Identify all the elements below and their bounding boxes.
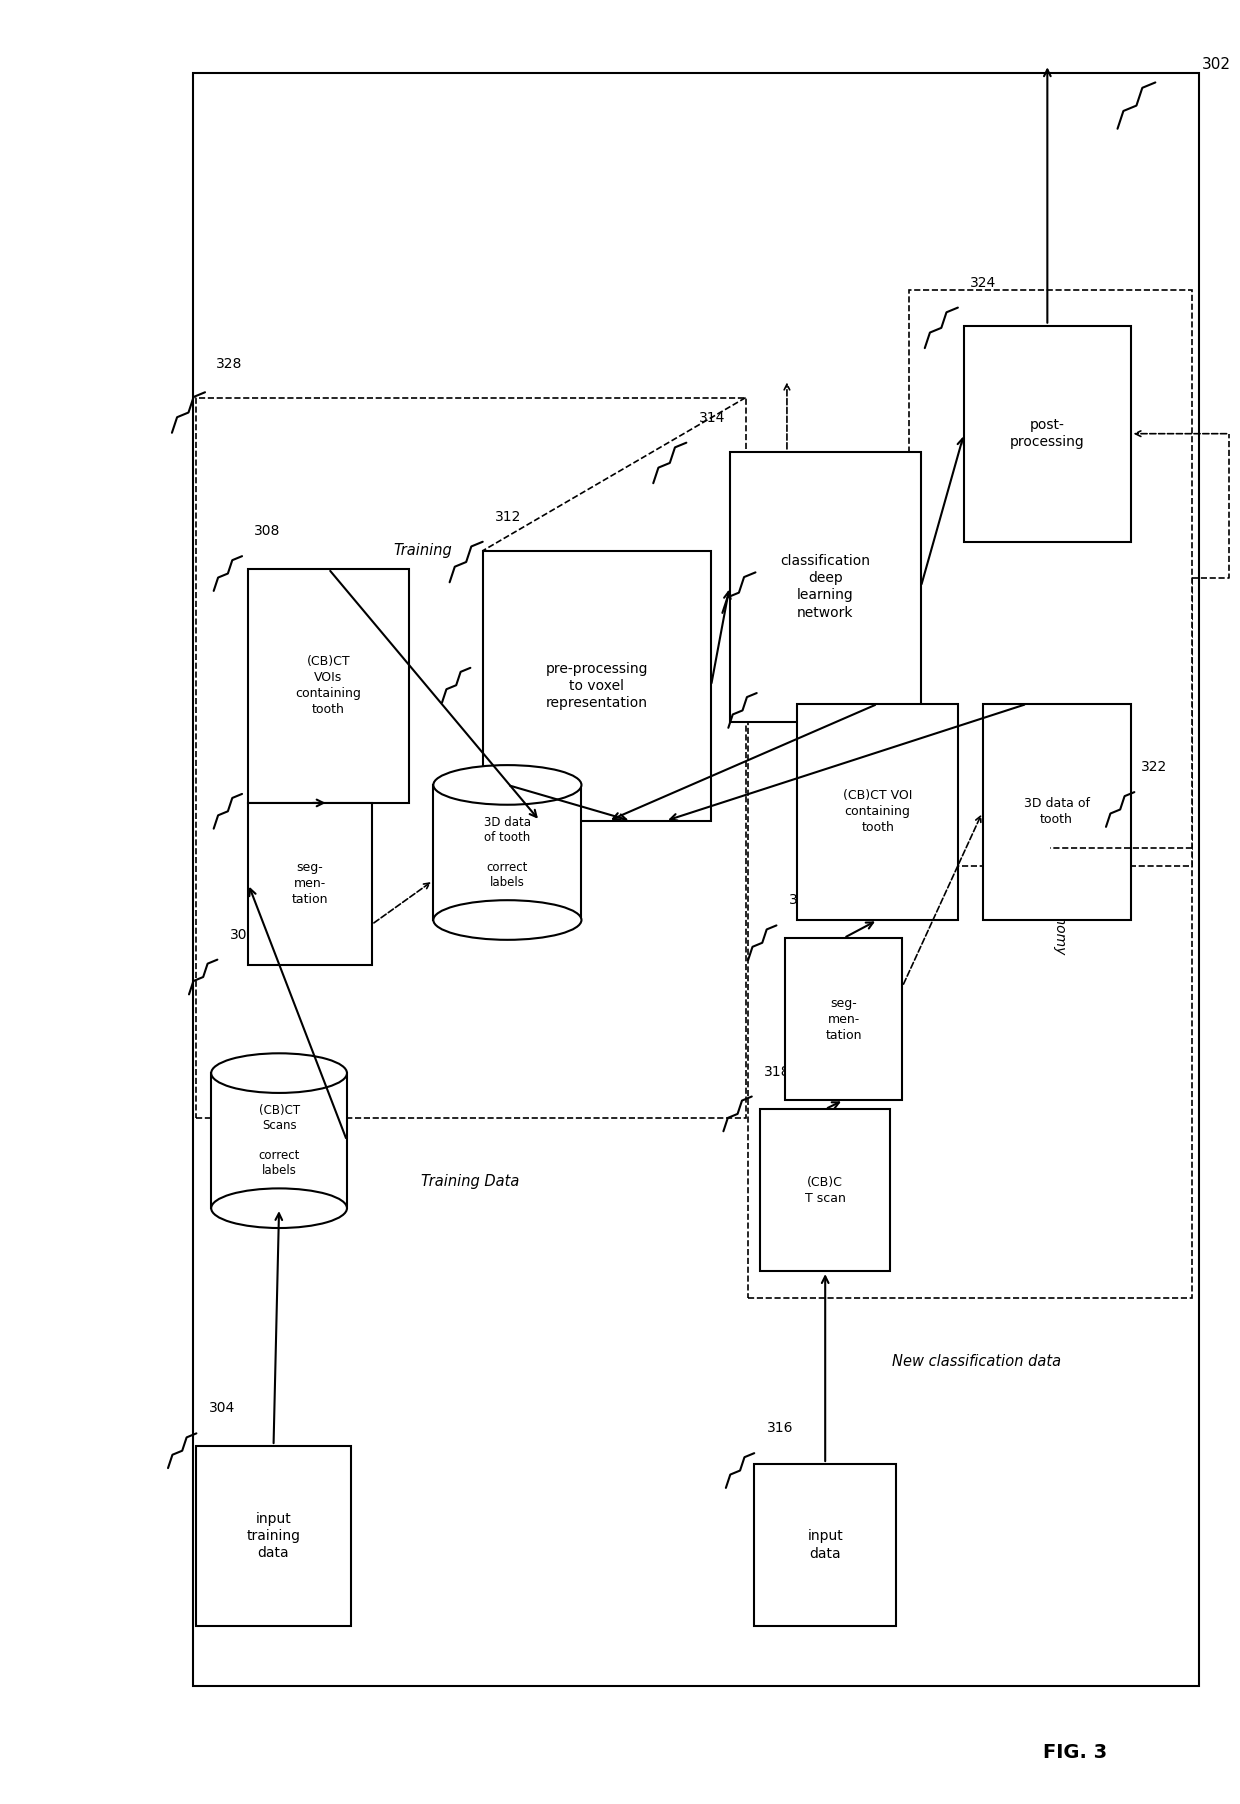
- Bar: [748, 577, 1193, 1299]
- Text: 306: 306: [229, 927, 257, 942]
- Text: 320: 320: [769, 660, 795, 675]
- Bar: [760, 1109, 890, 1272]
- Text: pre-processing
to voxel
representation: pre-processing to voxel representation: [546, 662, 649, 711]
- Text: FIG. 3: FIG. 3: [1043, 1743, 1107, 1763]
- Text: 3D data of
tooth: 3D data of tooth: [1023, 797, 1090, 826]
- Text: (CB)CT
Scans

correct
labels: (CB)CT Scans correct labels: [258, 1104, 300, 1178]
- Bar: [196, 397, 745, 1118]
- Text: 302: 302: [1203, 58, 1231, 72]
- Text: 318: 318: [764, 1064, 791, 1079]
- Bar: [248, 803, 372, 965]
- Text: 319: 319: [789, 893, 815, 907]
- Ellipse shape: [433, 900, 582, 940]
- Text: 312: 312: [495, 511, 522, 523]
- Bar: [211, 1073, 347, 1209]
- Text: 314: 314: [698, 411, 725, 424]
- Text: seg-
men-
tation: seg- men- tation: [291, 862, 329, 906]
- Text: 3D data
of tooth

correct
labels: 3D data of tooth correct labels: [484, 815, 531, 889]
- Text: input
training
data: input training data: [247, 1512, 300, 1560]
- Text: 330: 330: [766, 538, 792, 550]
- Bar: [196, 1447, 351, 1625]
- Text: (CB)CT VOI
containing
tooth: (CB)CT VOI containing tooth: [843, 790, 913, 835]
- Text: 328: 328: [216, 357, 243, 370]
- Text: Training Data: Training Data: [422, 1174, 520, 1189]
- Text: 324: 324: [970, 276, 997, 290]
- Text: 307: 307: [254, 761, 280, 776]
- Text: 316: 316: [766, 1422, 794, 1436]
- Bar: [982, 704, 1131, 920]
- Text: Training: Training: [393, 543, 451, 557]
- Text: post-
processing: post- processing: [1009, 419, 1085, 449]
- Bar: [729, 451, 921, 722]
- Ellipse shape: [433, 765, 582, 805]
- Bar: [963, 325, 1131, 541]
- Bar: [754, 1465, 897, 1625]
- Text: 308: 308: [254, 525, 280, 538]
- Ellipse shape: [211, 1189, 347, 1229]
- Text: 310: 310: [482, 635, 510, 649]
- Text: input
data: input data: [807, 1530, 843, 1560]
- Text: (CB)C
T scan: (CB)C T scan: [805, 1176, 846, 1205]
- Text: New taxonomy: New taxonomy: [1053, 850, 1068, 954]
- Text: classification
deep
learning
network: classification deep learning network: [780, 554, 870, 621]
- Bar: [248, 568, 409, 803]
- Text: 304: 304: [208, 1402, 234, 1416]
- Bar: [909, 290, 1193, 866]
- Bar: [797, 704, 957, 920]
- Ellipse shape: [211, 1054, 347, 1093]
- Text: 322: 322: [1141, 759, 1167, 774]
- Text: New classification data: New classification data: [892, 1353, 1061, 1369]
- Bar: [785, 938, 903, 1100]
- Bar: [482, 550, 711, 821]
- Text: (CB)CT
VOIs
containing
tooth: (CB)CT VOIs containing tooth: [295, 655, 361, 716]
- Text: seg-
men-
tation: seg- men- tation: [826, 996, 862, 1041]
- Bar: [192, 74, 1199, 1685]
- Bar: [433, 785, 582, 920]
